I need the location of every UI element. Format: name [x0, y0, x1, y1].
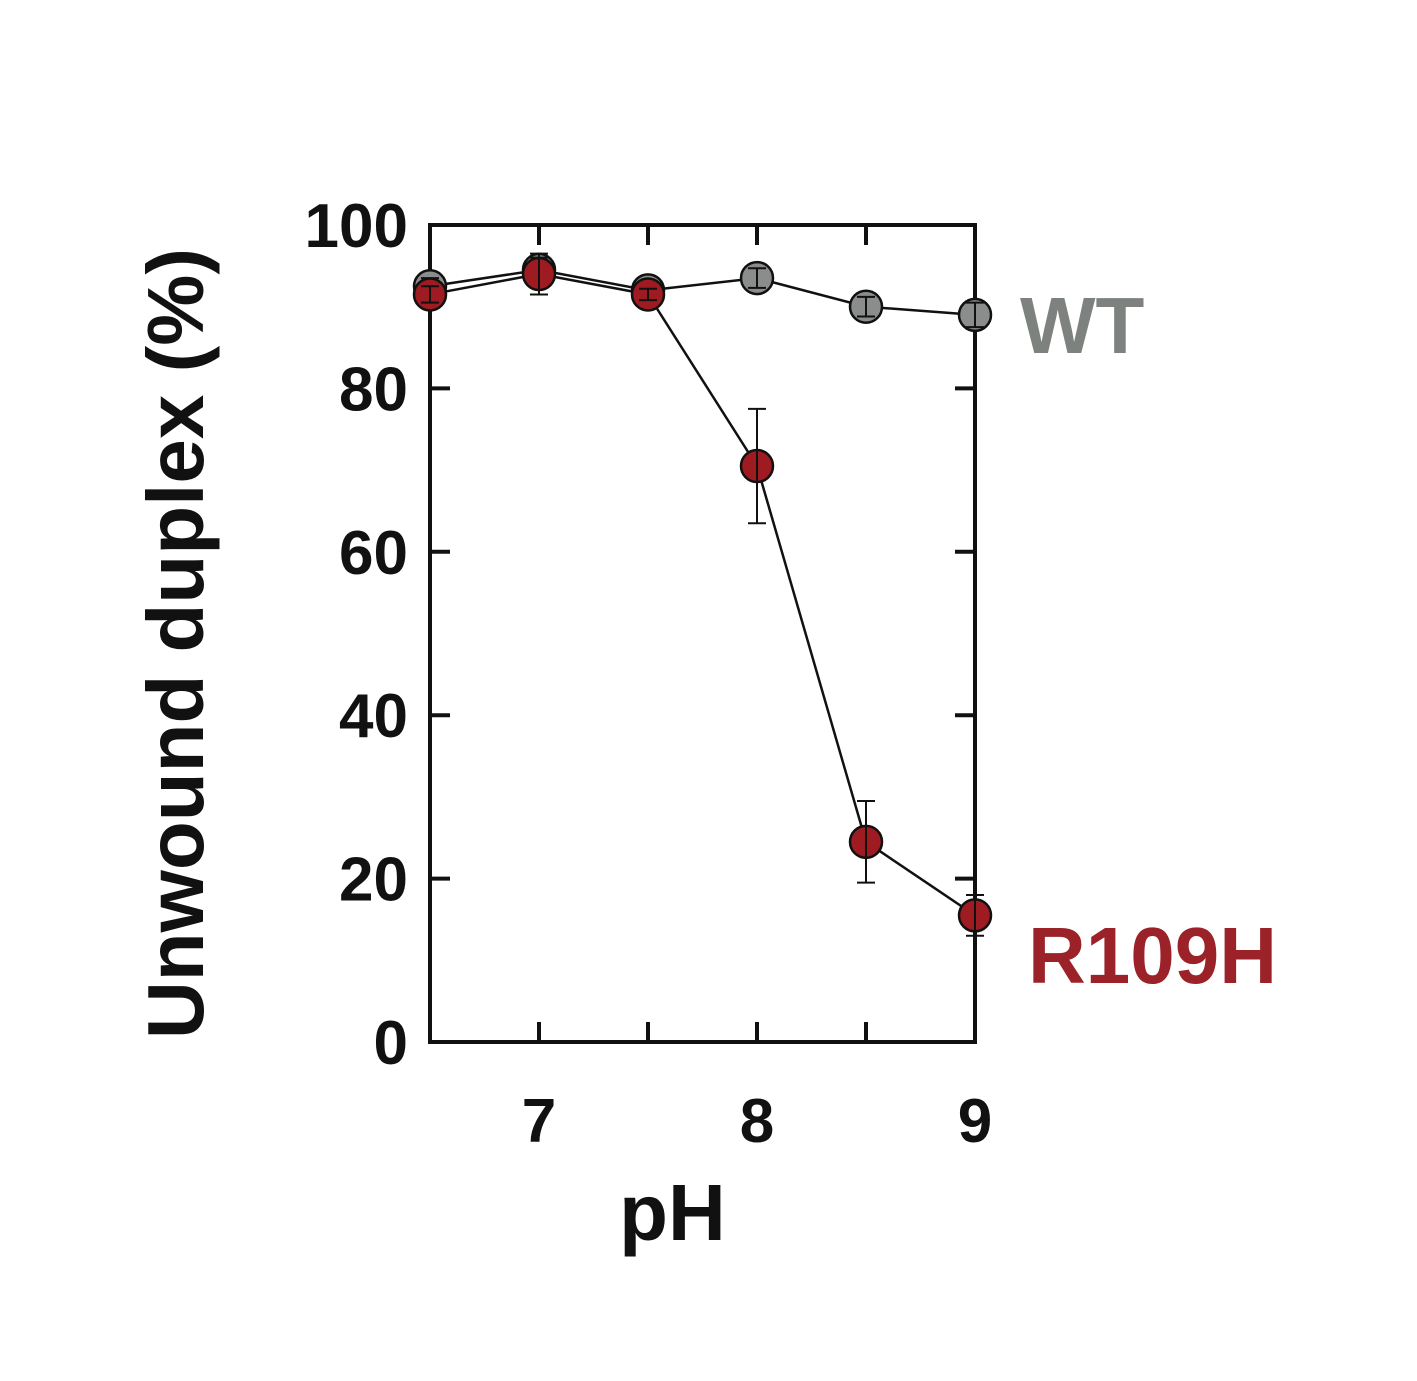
series-layer — [412, 252, 993, 937]
x-tick-label: 9 — [958, 1087, 992, 1156]
series-r109h — [412, 252, 993, 937]
y-tick-label: 100 — [305, 192, 408, 261]
y-axis-title: Unwound duplex (%) — [131, 248, 220, 1039]
plot-frame — [428, 223, 977, 1044]
series-label-wt: WT — [1020, 281, 1145, 370]
x-tick-label: 8 — [740, 1087, 774, 1156]
series-label-r109h: R109H — [1028, 911, 1277, 1000]
y-tick-label: 80 — [339, 355, 408, 424]
x-tick-label: 7 — [522, 1087, 556, 1156]
series-line — [429, 272, 976, 917]
y-tick-label: 20 — [339, 846, 408, 915]
y-tick-label: 0 — [374, 1009, 408, 1078]
series-wt — [412, 252, 993, 333]
axes: 0 20 40 60 80 100 7 8 9 — [305, 192, 993, 1156]
series-line — [429, 268, 976, 317]
x-axis-title: pH — [619, 1168, 726, 1257]
y-tick-label: 40 — [339, 682, 408, 751]
y-tick-label: 60 — [339, 519, 408, 588]
